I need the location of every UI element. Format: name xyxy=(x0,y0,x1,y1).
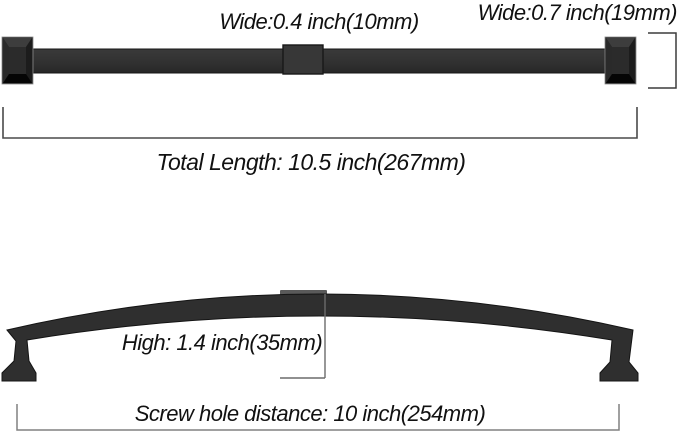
height-dimension-line xyxy=(280,294,326,379)
handle-end-cap-left xyxy=(1,36,34,85)
handle-top-view xyxy=(1,36,637,85)
handle-end-cap-right xyxy=(604,36,637,85)
bar-width-label: Wide:0.4 inch(10mm) xyxy=(219,9,419,34)
total-length-label: Total Length: 10.5 inch(267mm) xyxy=(156,149,466,175)
handle-side-view xyxy=(1,290,639,382)
height-label: High: 1.4 inch(35mm) xyxy=(121,330,323,355)
screw-distance-bracket xyxy=(16,404,620,431)
handle-side-view-body xyxy=(1,293,639,382)
end-width-label: Wide:0.7 inch(19mm) xyxy=(477,0,678,25)
bar-width-callout-rect xyxy=(282,44,324,75)
screw-hole-distance-label: Screw hole distance: 10 inch(254mm) xyxy=(134,401,486,426)
total-length-bracket xyxy=(2,107,638,139)
end-width-bracket xyxy=(648,32,677,89)
